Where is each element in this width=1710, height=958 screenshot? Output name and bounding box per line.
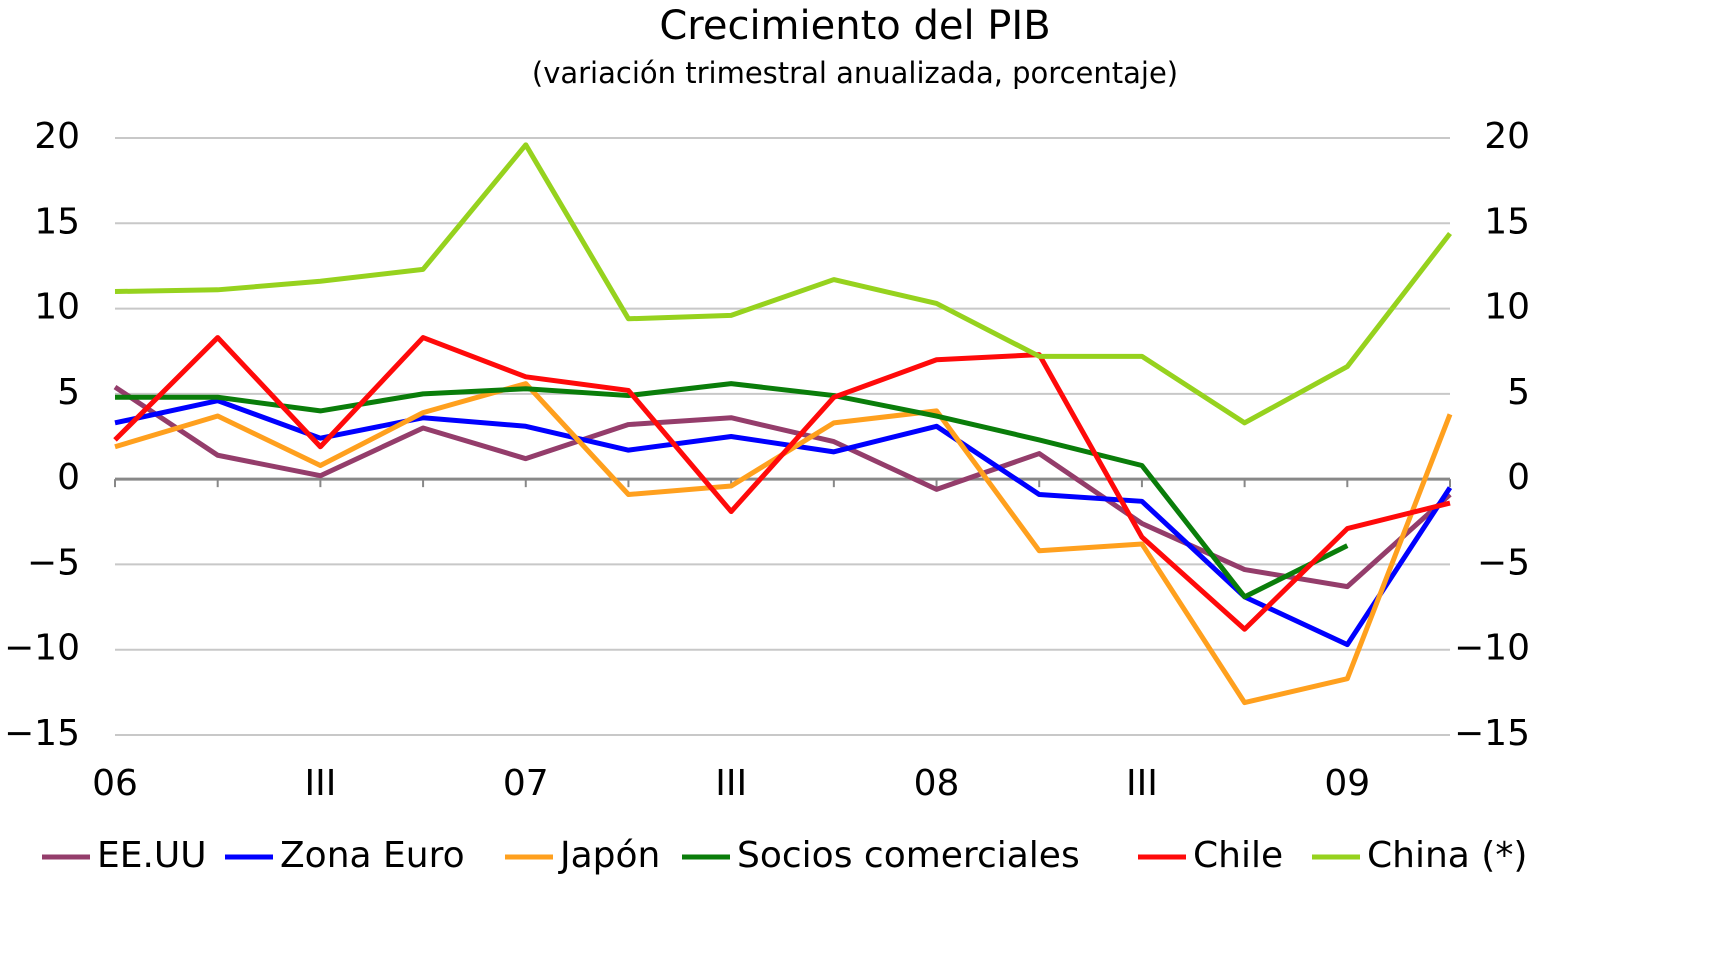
y-tick-label: −15: [4, 713, 80, 754]
legend-label: Zona Euro: [280, 835, 465, 876]
y-tick-label: 5: [57, 372, 80, 413]
x-tick-label: III: [715, 763, 747, 804]
x-tick-label: 07: [503, 763, 549, 804]
x-tick-label: 08: [914, 763, 960, 804]
legend-label: Socios comerciales: [737, 835, 1080, 876]
legend-label: Japón: [558, 835, 660, 876]
series-line: [113, 335, 1451, 632]
y2-tick-label: 0: [1507, 457, 1530, 498]
y-tick-label: −10: [4, 628, 80, 669]
legend-label: Chile: [1193, 835, 1283, 876]
y2-tick-label: 5: [1507, 372, 1530, 413]
y-tick-label: 10: [34, 287, 80, 328]
y2-tick-label: −15: [1454, 713, 1530, 754]
x-tick-label: III: [1126, 763, 1158, 804]
series-line: [114, 142, 1452, 426]
y2-tick-label: −10: [1454, 628, 1530, 669]
legend-label: China (*): [1367, 835, 1527, 876]
x-tick-label: III: [304, 763, 336, 804]
y-tick-label: 0: [57, 457, 80, 498]
chart-title: Crecimiento del PIB: [659, 3, 1050, 49]
chart-subtitle: (variación trimestral anualizada, porcen…: [532, 56, 1178, 90]
y-tick-label: −5: [27, 542, 80, 583]
y2-tick-label: −5: [1477, 542, 1530, 583]
x-tick-label: 09: [1324, 763, 1370, 804]
y2-tick-label: 20: [1484, 116, 1530, 157]
series-line: [115, 381, 1349, 600]
x-tick-label: 06: [92, 763, 138, 804]
y-tick-label: 15: [34, 201, 80, 242]
series-line: [113, 384, 1452, 590]
series-line: [114, 398, 1453, 648]
y-tick-label: 20: [34, 116, 80, 157]
y2-tick-label: 15: [1484, 201, 1530, 242]
y2-tick-label: 10: [1484, 287, 1530, 328]
legend-label: EE.UU: [97, 835, 207, 876]
